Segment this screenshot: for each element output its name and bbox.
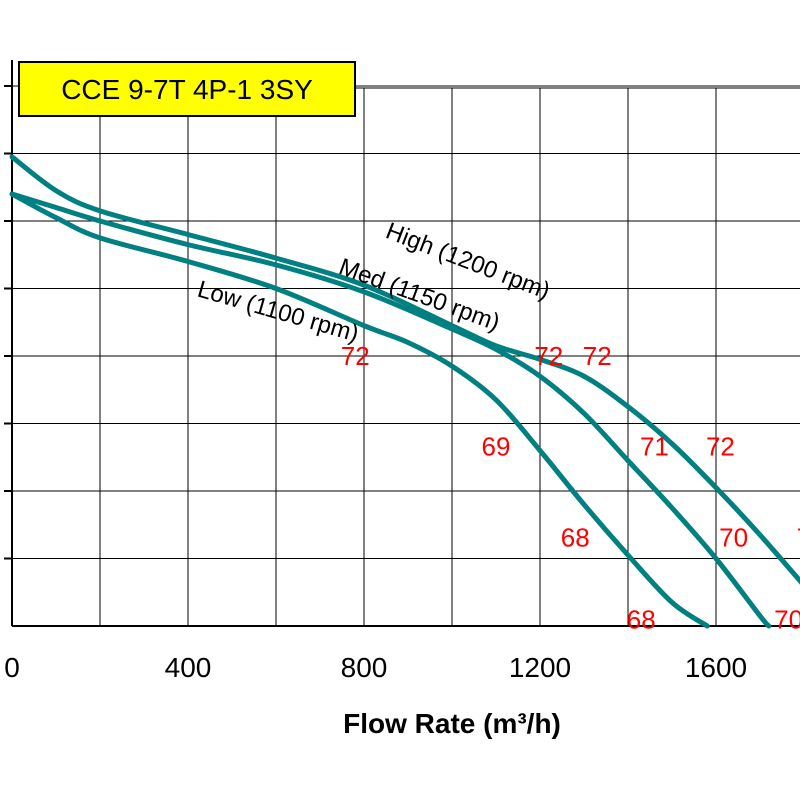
efficiency-label: 70	[774, 604, 800, 634]
chart-title: CCE 9-7T 4P-1 3SY	[18, 61, 356, 117]
efficiency-label: 72	[534, 341, 563, 371]
efficiency-label: 71	[640, 431, 669, 461]
x-tick-label: 800	[341, 652, 388, 683]
x-tick-label: 0	[4, 652, 20, 683]
x-tick-label: 1600	[685, 652, 747, 683]
efficiency-label: 70	[719, 523, 748, 553]
x-tick-label: 1200	[509, 652, 571, 683]
efficiency-label: 72	[706, 431, 735, 461]
series-line-low	[9, 191, 710, 629]
efficiency-label: 72	[341, 341, 370, 371]
series-line-med	[9, 191, 772, 629]
series-group	[9, 154, 800, 629]
efficiency-label: 69	[482, 431, 511, 461]
title-text: CCE 9-7T 4P-1 3SY	[61, 74, 313, 105]
x-axis-label: Flow Rate (m³/h)	[343, 708, 561, 739]
efficiency-label: 72	[583, 341, 612, 371]
efficiency-label: 68	[561, 523, 590, 553]
x-tick-label: 400	[165, 652, 212, 683]
efficiency-label: 68	[627, 604, 656, 634]
grid	[11, 85, 800, 626]
efficiency-label: 7	[797, 523, 800, 553]
title-box	[18, 61, 356, 117]
